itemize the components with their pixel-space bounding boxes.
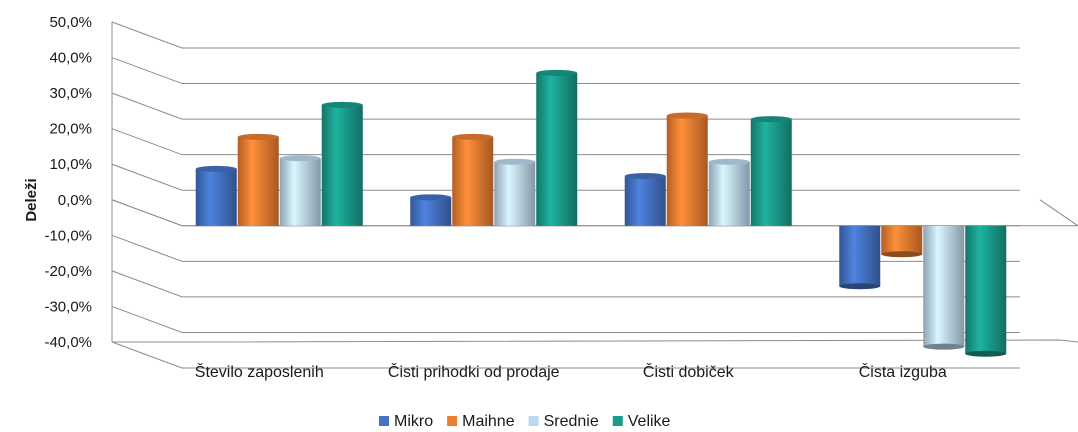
y-tick-label: -40,0%	[44, 334, 92, 351]
gridline	[111, 21, 1020, 49]
gridline	[111, 234, 1020, 262]
y-axis-ticks: 50,0% 40,0% 30,0% 20,0% 10,0% 0,0% -10,0% -20,0…	[44, 14, 92, 351]
legend-swatch	[528, 416, 539, 426]
legend-item: Srednie	[528, 413, 599, 430]
x-tick-label: Število zaposlenih	[195, 362, 324, 381]
gridline	[111, 305, 1020, 333]
legend-item: Maihne	[447, 413, 515, 430]
bar-srednie	[279, 155, 321, 226]
gridline	[111, 128, 1020, 156]
legend-swatch	[379, 416, 389, 426]
bar-velike	[965, 225, 1007, 357]
legend-label: Srednie	[544, 413, 599, 430]
bar-maihne	[237, 133, 279, 226]
x-tick-label: Čisti prihodki od prodaje	[388, 362, 560, 381]
bar-maihne	[881, 225, 923, 258]
bar-srednie	[708, 158, 750, 226]
bars	[195, 69, 1007, 357]
bar-mikro	[624, 173, 666, 226]
gridlines	[111, 21, 1020, 369]
y-tick-label: -30,0%	[44, 298, 92, 315]
gridline	[111, 92, 1020, 120]
bar-mikro	[195, 165, 237, 226]
gridline	[111, 341, 1020, 369]
gridline	[111, 199, 1020, 227]
legend-label: Maihne	[462, 413, 515, 430]
y-tick-label: 30,0%	[49, 85, 92, 102]
bar-mikro	[410, 194, 452, 226]
y-tick-label: 50,0%	[49, 14, 92, 31]
bar-srednie	[923, 225, 965, 350]
y-tick-label: 0,0%	[58, 192, 92, 209]
y-tick-label: 20,0%	[49, 121, 92, 138]
legend-swatch	[447, 416, 458, 426]
legend-item: Mikro	[379, 413, 433, 430]
y-tick-label: -20,0%	[44, 263, 92, 280]
bar-srednie	[494, 158, 536, 226]
legend: Mikro Maihne Srednie Velike	[379, 413, 671, 430]
bar-velike	[321, 101, 363, 226]
bar-velike	[536, 69, 578, 226]
bar-velike	[750, 116, 792, 226]
bar-maihne	[452, 133, 494, 226]
legend-item: Velike	[612, 413, 671, 430]
x-tick-label: Čisti dobiček	[643, 362, 735, 381]
legend-label: Mikro	[394, 413, 433, 430]
floor-edge	[112, 339, 1078, 343]
legend-swatch	[612, 416, 623, 426]
y-tick-label: -10,0%	[44, 227, 92, 244]
bar-mikro	[839, 225, 881, 290]
x-axis-labels: Število zaposlenih Čisti prihodki od prod…	[195, 362, 947, 381]
gridline	[111, 270, 1020, 298]
bar-maihne	[666, 112, 708, 226]
legend-label: Velike	[628, 413, 671, 430]
y-tick-label: 40,0%	[49, 50, 92, 67]
x-tick-label: Čista izguba	[859, 362, 947, 381]
gridline	[111, 57, 1020, 85]
y-tick-label: 10,0%	[49, 156, 92, 173]
y-axis-label: Deleži	[23, 178, 40, 221]
